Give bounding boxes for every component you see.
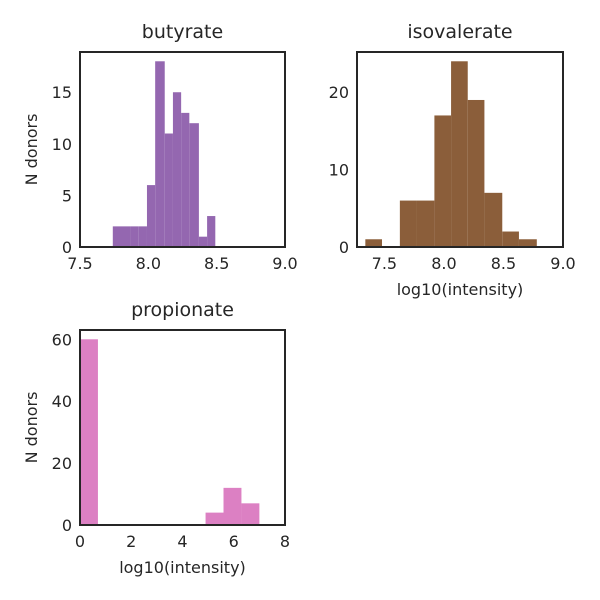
x-tick-label: 7.5 [372, 254, 397, 273]
panel-title: butyrate [142, 21, 223, 43]
x-axis-label: log10(intensity) [397, 280, 524, 299]
y-tick-label: 20 [52, 454, 72, 473]
histogram-bar [138, 226, 147, 247]
histogram-bar [189, 123, 199, 247]
y-tick-label: 20 [329, 83, 349, 102]
histogram-bar [484, 192, 503, 247]
x-axis-label: log10(intensity) [119, 558, 246, 577]
panel-butyrate: butyrate 7.5 8.0 8.5 9.0 0 5 10 15 N donors [22, 21, 298, 273]
histogram-bar [172, 92, 182, 247]
x-tick-label: 8 [280, 532, 290, 551]
x-tick-label: 8.5 [204, 254, 229, 273]
x-tick-label: 8.0 [136, 254, 161, 273]
histogram-bar [198, 236, 208, 247]
histogram-bar [164, 133, 173, 247]
x-tick-label: 2 [126, 532, 136, 551]
y-tick-label: 40 [52, 392, 72, 411]
panel-propionate: propionate 0 2 4 6 8 0 20 40 60 log10(intensity) N … [22, 299, 290, 577]
x-tick-label: 8.5 [491, 254, 516, 273]
y-tick-label: 0 [62, 238, 72, 257]
histogram-bar [502, 231, 519, 247]
x-tick-label: 4 [177, 532, 187, 551]
histogram-bar [223, 487, 242, 525]
axes-frame [356, 51, 564, 248]
histogram-bar [146, 185, 156, 247]
histogram-bar [205, 512, 224, 525]
histogram-bar [155, 61, 165, 248]
y-tick-label: 60 [52, 330, 72, 349]
panel-title: propionate [131, 299, 234, 321]
histogram-bar [207, 216, 216, 247]
histogram-bar [130, 226, 139, 247]
y-tick-label: 10 [52, 135, 72, 154]
panel-title: isovalerate [407, 21, 512, 43]
x-tick-label: 7.5 [67, 254, 92, 273]
y-tick-label: 15 [52, 83, 72, 102]
histogram-bar [121, 226, 131, 247]
axes-frame [79, 51, 286, 248]
histogram-bar [518, 239, 537, 247]
histogram-bar [80, 339, 98, 525]
panel-isovalerate: isovalerate 7.5 8.0 8.5 9.0 0 10 20 log10(intens… [329, 21, 576, 299]
histogram-bar [399, 200, 417, 247]
y-axis-label: N donors [22, 114, 41, 186]
x-tick-label: 6 [229, 532, 239, 551]
histogram-bar [416, 200, 435, 247]
x-tick-label: 8.0 [431, 254, 456, 273]
histogram-bar [467, 99, 485, 247]
y-tick-label: 0 [339, 238, 349, 257]
y-axis-label: N donors [22, 392, 41, 464]
histogram-bar [434, 115, 452, 247]
y-tick-label: 0 [62, 516, 72, 535]
x-tick-label: 9.0 [272, 254, 297, 273]
histogram-bar [451, 61, 468, 248]
y-tick-label: 5 [62, 186, 72, 205]
x-tick-label: 0 [75, 532, 85, 551]
y-tick-label: 10 [329, 161, 349, 180]
x-tick-label: 9.0 [550, 254, 575, 273]
histogram-bar [241, 503, 260, 525]
histogram-bar [112, 226, 121, 247]
histogram-bar [365, 239, 383, 247]
axes-frame [79, 329, 286, 526]
histogram-bar [181, 112, 190, 247]
